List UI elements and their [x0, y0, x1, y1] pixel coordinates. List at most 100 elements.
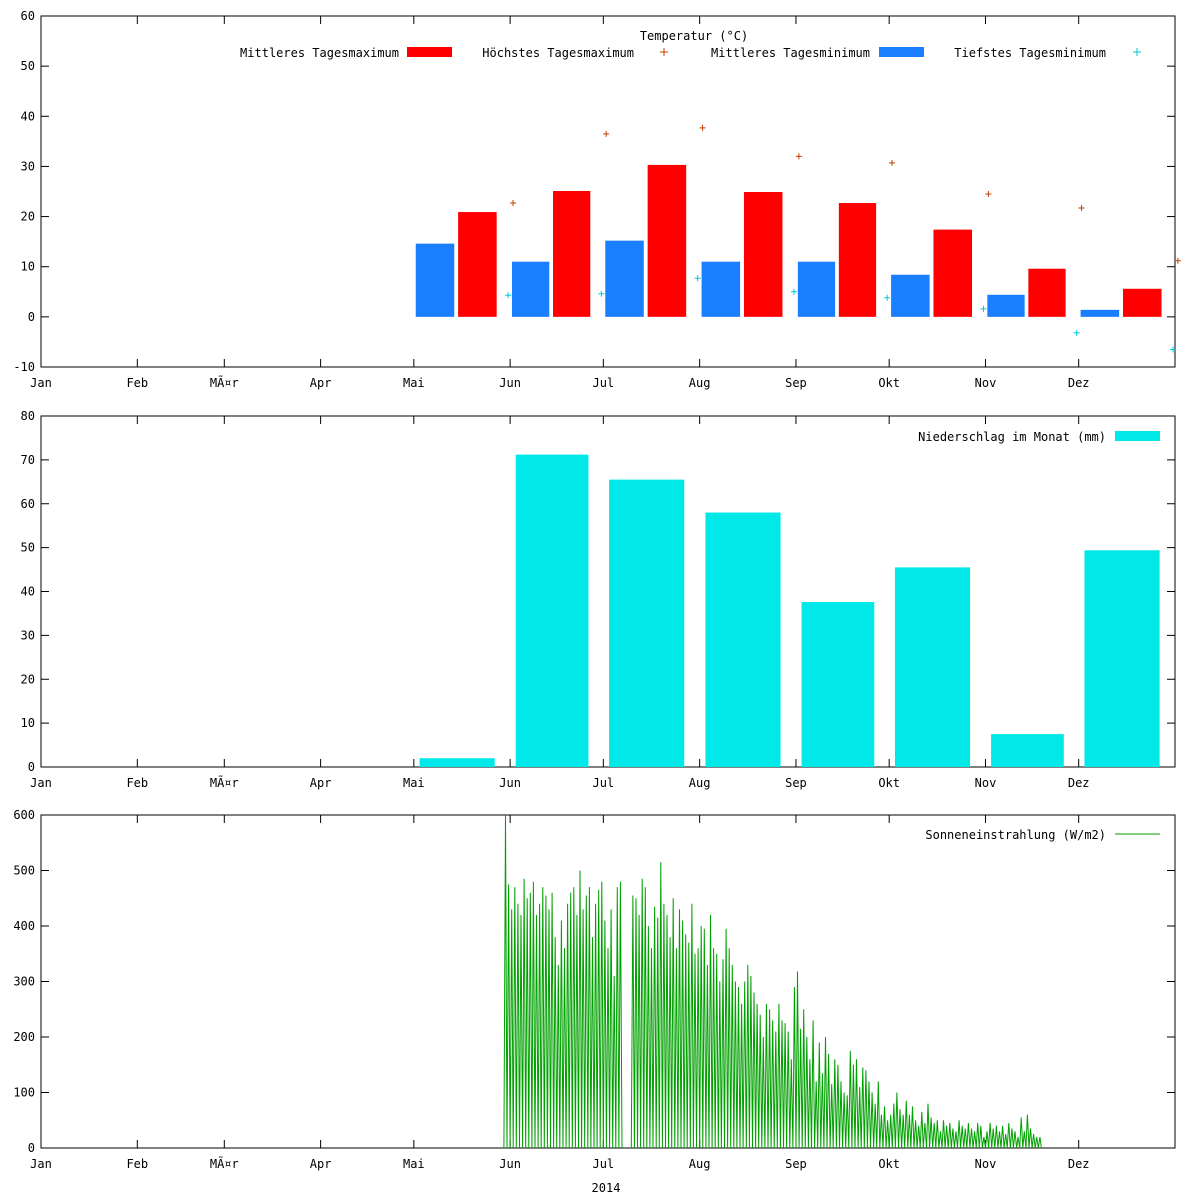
mean-max-bar	[458, 212, 497, 317]
precip-y-tick-label: 40	[21, 585, 35, 599]
mean-min-bar	[415, 243, 455, 317]
legend-label-solar: Sonneneinstrahlung (W/m2)	[925, 828, 1106, 842]
highest-max-point	[985, 191, 992, 198]
temp-x-tick-label: Jul	[592, 376, 614, 390]
temp-plot-frame	[40, 15, 1176, 368]
precip-x-tick-label: Jan	[30, 776, 52, 790]
legend-label-mean-max: Mittleres Tagesmaximum	[240, 46, 399, 60]
solar-y-tick-label: 400	[13, 919, 35, 933]
precip-y-tick-label: 10	[21, 716, 35, 730]
legend-label-mean-min: Mittleres Tagesminimum	[711, 46, 870, 60]
solar-y-tick-label: 300	[13, 975, 35, 989]
mean-max-bar	[933, 229, 972, 317]
solar-x-tick-label: Nov	[975, 1157, 997, 1171]
precip-y-tick-label: 20	[21, 672, 35, 686]
precipitation-chart: 0 10 20 30 40 50 60 70 80 Jan Feb MÃ¤r Apr Mai Jun Jul A…	[21, 409, 1176, 790]
solar-y-tick-label: 600	[13, 808, 35, 822]
solar-x-tick-label: Aug	[689, 1157, 711, 1171]
precip-y-tick-label: 80	[21, 409, 35, 423]
lowest-min-point	[980, 305, 987, 312]
mean-min-bar	[605, 240, 644, 317]
solar-line	[503, 814, 1042, 1149]
mean-min-bar	[797, 261, 836, 317]
lowest-min-point	[694, 275, 701, 282]
legend-swatch-mean-min	[879, 47, 924, 57]
precip-y-tick-label: 30	[21, 628, 35, 642]
mean-max-bar	[553, 190, 591, 317]
temp-x-tick-label: Apr	[310, 376, 332, 390]
precip-x-tick-label: Dez	[1068, 776, 1090, 790]
temp-x-tick-label: Mai	[403, 376, 425, 390]
temp-x-tick-label: Sep	[785, 376, 807, 390]
precip-x-tick-label: Nov	[975, 776, 997, 790]
mean-min-bar	[987, 294, 1025, 317]
temp-y-tick-label: 60	[21, 9, 35, 23]
lowest-min-point	[1073, 329, 1080, 336]
highest-max-point	[795, 153, 802, 160]
temp-y-tick-label: 40	[21, 109, 35, 123]
precip-y-tick-label: 60	[21, 497, 35, 511]
temp-y-tick-label: 50	[21, 59, 35, 73]
legend-label-precip: Niederschlag im Monat (mm)	[918, 430, 1106, 444]
solar-x-tick-label: Sep	[785, 1157, 807, 1171]
precip-x-tick-label: Jun	[499, 776, 521, 790]
temp-x-tick-label: Jun	[499, 376, 521, 390]
mean-min-bar	[511, 261, 550, 317]
temp-x-tick-label: MÃ¤r	[210, 375, 239, 390]
solar-y-tick-label: 0	[28, 1141, 35, 1155]
temp-x-tick-label: Nov	[975, 376, 997, 390]
mean-max-bar	[743, 192, 783, 317]
solar-x-tick-label: Jun	[499, 1157, 521, 1171]
solar-x-tick-label: Dez	[1068, 1157, 1090, 1171]
solar-x-tick-label: MÃ¤r	[210, 1156, 239, 1171]
solar-y-tick-label: 200	[13, 1030, 35, 1044]
precip-y-tick-label: 50	[21, 541, 35, 555]
temp-y-tick-label: -10	[13, 360, 35, 374]
precip-y-tick-label: 70	[21, 453, 35, 467]
solar-radiation-chart: 0 100 200 300 400 500 600 Jan Feb MÃ¤r Apr Mai Jun Ju…	[13, 808, 1176, 1171]
highest-max-point	[1078, 205, 1085, 212]
temp-x-tick-label: Aug	[689, 376, 711, 390]
temp-y-tick-label: 20	[21, 210, 35, 224]
temp-y-tick-label: 10	[21, 260, 35, 274]
lowest-min-point	[598, 290, 605, 297]
highest-max-point	[699, 124, 706, 131]
precip-y-tick-label: 0	[28, 760, 35, 774]
highest-max-point	[888, 159, 895, 166]
precip-x-tick-label: MÃ¤r	[210, 775, 239, 790]
precip-bar	[991, 734, 1064, 767]
precip-bar	[609, 479, 685, 767]
lowest-min-point	[884, 294, 891, 301]
precip-x-tick-label: Okt	[878, 776, 900, 790]
precip-bar	[894, 567, 971, 767]
solar-x-tick-label: Okt	[878, 1157, 900, 1171]
temp-y-tick-label: 0	[28, 310, 35, 324]
highest-max-point	[510, 200, 517, 207]
precip-bar	[705, 512, 781, 767]
legend-label-highest-max: Höchstes Tagesmaximum	[482, 46, 634, 60]
legend-label-lowest-min: Tiefstes Tagesminimum	[954, 46, 1106, 60]
temperature-chart: -10 0 10 20 30 40 50 60 Jan Feb MÃ¤r Apr Mai Jun Jul Au…	[13, 9, 1181, 390]
lowest-min-point	[505, 292, 512, 299]
highest-max-point	[603, 130, 610, 137]
legend-swatch-highest-max	[660, 48, 668, 56]
temp-x-tick-label: Feb	[126, 376, 148, 390]
precip-bar	[419, 758, 495, 767]
precip-x-tick-label: Feb	[126, 776, 148, 790]
lowest-min-point	[790, 288, 797, 295]
precip-x-tick-label: Sep	[785, 776, 807, 790]
year-label: 2014	[592, 1181, 621, 1195]
precip-bar	[1084, 550, 1160, 767]
solar-y-tick-label: 500	[13, 864, 35, 878]
mean-max-bar	[1028, 268, 1066, 317]
mean-min-bar	[701, 261, 741, 317]
precip-x-tick-label: Mai	[403, 776, 425, 790]
temp-x-tick-label: Jan	[30, 376, 52, 390]
solar-x-tick-label: Jan	[30, 1157, 52, 1171]
temp-chart-title: Temperatur (°C)	[640, 29, 748, 43]
legend-swatch-mean-max	[407, 47, 452, 57]
temp-x-tick-label: Dez	[1068, 376, 1090, 390]
highest-max-point	[1174, 257, 1181, 264]
precip-x-tick-label: Jul	[592, 776, 614, 790]
